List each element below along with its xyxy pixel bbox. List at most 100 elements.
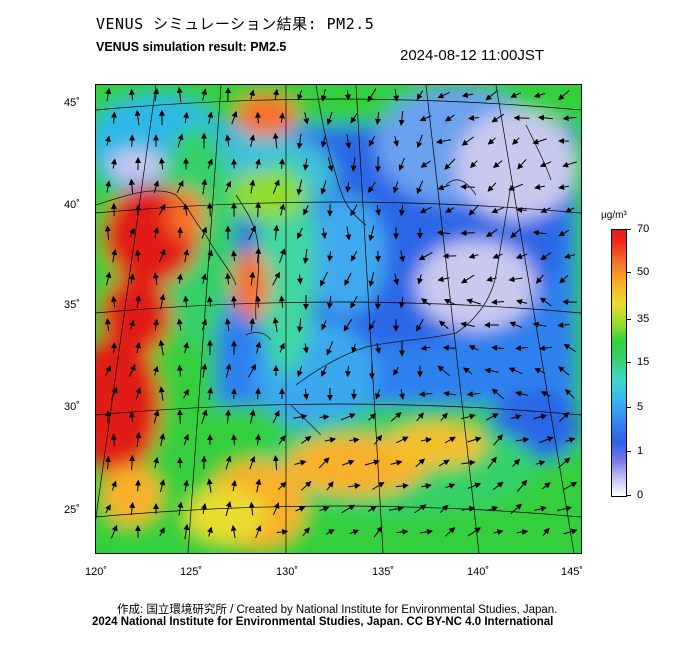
wind-arrow <box>510 503 523 515</box>
wind-arrow <box>129 273 135 284</box>
wind-arrow <box>398 204 405 217</box>
latitude-label-45: 45˚ <box>64 97 80 109</box>
wind-arrow <box>344 272 352 286</box>
wind-arrow <box>255 433 262 446</box>
wind-arrow <box>249 455 256 470</box>
wind-arrow <box>468 204 479 216</box>
wind-arrow <box>183 433 190 446</box>
wind-arrow <box>392 181 399 194</box>
wind-arrow <box>300 481 312 491</box>
wind-arrow <box>351 343 358 354</box>
wind-arrow <box>207 526 213 537</box>
wind-arrow <box>207 111 214 124</box>
wind-arrow <box>183 388 189 399</box>
colorbar-tick <box>626 495 631 496</box>
colorbar-unit: µg/m³ <box>601 210 627 221</box>
colorbar-tick <box>626 272 631 273</box>
wind-arrow <box>395 436 409 444</box>
wind-arrow <box>135 295 142 309</box>
wind-arrow <box>231 388 237 399</box>
longitude-line <box>96 85 157 520</box>
wind-arrow <box>368 136 376 147</box>
wind-arrow <box>558 229 570 237</box>
wind-arrow <box>176 318 183 331</box>
wind-arrow <box>254 295 261 308</box>
wind-arrow <box>350 204 358 217</box>
wind-arrow <box>201 363 208 378</box>
wind-arrow <box>230 295 237 308</box>
wind-arrow <box>110 433 117 446</box>
wind-arrow <box>493 160 503 169</box>
wind-arrow <box>515 253 528 259</box>
colorbar-tick <box>626 407 631 408</box>
wind-arrow <box>153 409 160 424</box>
wind-arrow <box>152 365 159 376</box>
wind-arrow <box>419 206 432 214</box>
wind-arrow <box>468 345 479 351</box>
wind-arrow <box>399 250 406 263</box>
wind-arrow <box>343 318 353 332</box>
wind-arrow <box>207 158 213 169</box>
wind-arrow <box>444 158 456 170</box>
wind-arrow <box>393 366 399 376</box>
wind-arrow <box>303 112 310 125</box>
wind-arrow <box>272 271 280 286</box>
wind-arrow <box>460 321 475 328</box>
wind-arrow <box>421 298 431 306</box>
wind-arrow <box>350 157 357 172</box>
wind-arrow <box>302 343 309 354</box>
wind-arrow <box>509 321 522 329</box>
wind-arrow <box>225 501 232 517</box>
wind-arrow <box>272 132 279 149</box>
wind-arrow <box>296 133 303 150</box>
wind-arrow <box>439 504 449 513</box>
wind-arrow <box>491 207 504 214</box>
wind-arrow <box>416 319 424 332</box>
wind-arrow <box>278 295 285 308</box>
wind-arrow <box>420 344 431 351</box>
wind-arrow <box>129 134 136 147</box>
wind-arrow <box>249 317 256 332</box>
wind-arrow <box>485 89 499 101</box>
wind-arrow <box>372 481 385 490</box>
wind-arrow <box>105 180 112 193</box>
wind-arrow <box>177 226 184 239</box>
wind-arrow <box>201 273 207 284</box>
wind-arrow <box>105 455 112 470</box>
wind-arrow <box>320 272 328 287</box>
wind-arrow <box>562 115 577 122</box>
wind-arrow <box>487 137 496 145</box>
wind-arrow <box>442 344 457 351</box>
wind-arrow <box>350 113 358 124</box>
wind-arrow <box>182 295 189 308</box>
wind-arrow <box>302 527 310 537</box>
wind-arrow <box>128 178 135 195</box>
latitude-line <box>96 505 581 518</box>
wind-arrow <box>295 506 306 512</box>
wind-arrow <box>461 459 476 466</box>
wind-arrow <box>563 482 578 490</box>
wind-arrow <box>469 160 478 169</box>
wind-arrow <box>153 88 160 102</box>
wind-arrow <box>350 296 358 309</box>
longitude-line <box>425 85 480 553</box>
wind-arrow <box>224 134 231 147</box>
wind-arrow <box>158 339 165 356</box>
wind-arrow <box>254 111 261 124</box>
wind-arrow <box>183 341 189 354</box>
wind-arrow <box>375 205 381 216</box>
wind-arrow <box>272 317 279 332</box>
map-title-english: VENUS simulation result: PM2.5 <box>96 40 287 54</box>
wind-arrow <box>508 183 524 191</box>
wind-arrow <box>105 365 111 377</box>
wind-arrow <box>538 345 553 352</box>
latitude-label-35: 35˚ <box>64 299 80 311</box>
wind-arrow <box>320 135 327 148</box>
longitude-label-130: 130˚ <box>276 566 299 578</box>
wind-arrow <box>348 482 361 489</box>
wind-arrow <box>418 251 433 261</box>
wind-arrow <box>443 390 456 397</box>
wind-arrow <box>183 479 190 492</box>
wind-arrow <box>255 525 262 539</box>
wind-arrow <box>272 410 280 424</box>
